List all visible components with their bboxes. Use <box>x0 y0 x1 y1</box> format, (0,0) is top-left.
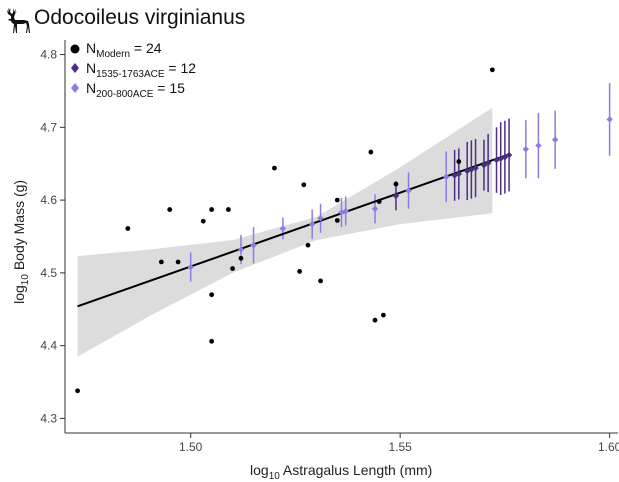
diamond-marker-icon <box>70 80 86 99</box>
ancient-point <box>551 136 559 143</box>
modern-point <box>167 207 173 212</box>
legend-label-ancient: N200-800ACE = 15 <box>86 80 185 100</box>
historic-point <box>451 172 458 179</box>
modern-point <box>334 197 340 203</box>
ancient-point <box>405 187 412 194</box>
modern-point <box>209 338 215 344</box>
legend: NModern = 24 N1535-1763ACE = 12 N200-800… <box>70 40 196 100</box>
historic-point <box>392 192 400 199</box>
historic-point <box>484 159 492 167</box>
y-tick-label: 4.3 <box>40 411 57 425</box>
modern-point <box>318 278 323 284</box>
regression-line <box>77 153 510 308</box>
y-tick-label: 4.6 <box>40 193 57 207</box>
y-tick-label: 4.7 <box>40 120 57 134</box>
x-tick-label: 1.50 <box>179 440 203 454</box>
modern-point <box>238 255 244 261</box>
ancient-point <box>187 263 194 271</box>
ancient-point <box>606 116 613 123</box>
x-tick-label: 1.55 <box>388 440 412 454</box>
modern-point <box>158 259 164 265</box>
modern-point <box>125 226 131 231</box>
modern-point <box>372 317 378 323</box>
y-tick-label: 4.4 <box>40 339 57 353</box>
historic-point <box>468 166 475 173</box>
y-tick-label: 4.8 <box>40 48 57 62</box>
ancient-point <box>371 205 379 213</box>
deer-icon <box>2 6 32 41</box>
modern-point <box>393 181 399 187</box>
modern-point <box>489 67 495 73</box>
x-tick-label: 1.60 <box>598 440 619 454</box>
ancient-point <box>250 242 257 249</box>
modern-point <box>209 292 215 298</box>
modern-point <box>334 218 340 223</box>
ancient-point <box>317 215 324 222</box>
modern-point <box>200 218 206 224</box>
ancient-point <box>308 220 316 228</box>
historic-point <box>505 151 513 159</box>
legend-item-historic: N1535-1763ACE = 12 <box>70 60 196 80</box>
ancient-point <box>443 173 450 181</box>
diamond-marker-icon <box>70 60 86 79</box>
ancient-point <box>522 145 530 153</box>
modern-point <box>230 266 235 271</box>
ancient-point <box>338 209 345 216</box>
legend-item-modern: NModern = 24 <box>70 40 196 60</box>
y-tick-label: 4.5 <box>40 266 57 280</box>
modern-point <box>225 207 231 212</box>
circle-marker-icon <box>70 40 86 59</box>
modern-point <box>305 242 311 248</box>
confidence-band <box>77 107 493 357</box>
modern-point <box>456 159 462 164</box>
modern-point <box>368 149 374 155</box>
modern-point <box>297 269 303 274</box>
chart-title: Odocoileus virginianus <box>34 6 246 29</box>
modern-point <box>209 207 215 212</box>
ancient-point <box>535 142 542 149</box>
modern-point <box>301 182 307 188</box>
historic-point <box>497 155 504 162</box>
ancient-point <box>342 207 349 215</box>
modern-point <box>175 259 181 265</box>
legend-item-ancient: N200-800ACE = 15 <box>70 80 196 100</box>
modern-point <box>380 312 386 318</box>
modern-point <box>376 199 382 204</box>
modern-point <box>75 388 80 394</box>
y-axis-label: log10 Body Mass (g) <box>11 179 31 304</box>
legend-label-modern: NModern = 24 <box>86 40 162 60</box>
ancient-point <box>279 225 287 232</box>
x-axis-label: log10 Astragalus Length (mm) <box>250 462 433 482</box>
ancient-point <box>237 246 245 253</box>
modern-point <box>272 165 277 171</box>
legend-label-historic: N1535-1763ACE = 12 <box>86 60 197 80</box>
